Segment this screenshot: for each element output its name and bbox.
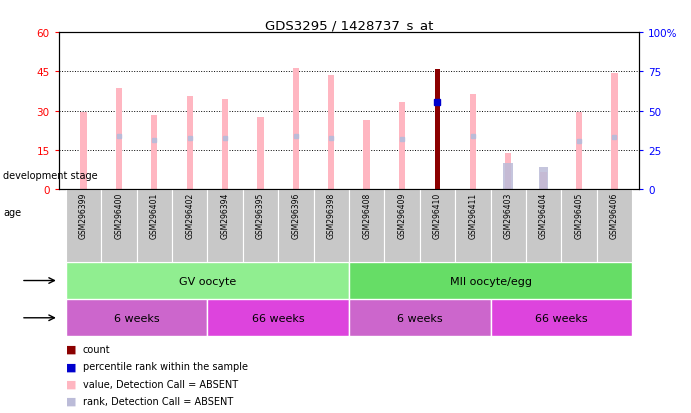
Bar <box>207 299 349 337</box>
Text: MII oocyte/egg: MII oocyte/egg <box>450 276 531 286</box>
Bar <box>243 190 278 262</box>
Bar <box>435 70 440 190</box>
Text: GSM296403: GSM296403 <box>504 192 513 238</box>
Bar <box>491 190 526 262</box>
Bar <box>539 168 549 190</box>
Bar <box>399 102 405 190</box>
Text: value, Detection Call = ABSENT: value, Detection Call = ABSENT <box>83 379 238 389</box>
Text: ■: ■ <box>66 379 76 389</box>
Bar <box>257 118 264 190</box>
Text: GSM296400: GSM296400 <box>115 192 124 238</box>
Text: GSM296409: GSM296409 <box>397 192 406 238</box>
Bar <box>491 299 632 337</box>
Bar <box>576 113 583 190</box>
Bar <box>384 190 419 262</box>
Text: GSM296401: GSM296401 <box>150 192 159 238</box>
Text: 6 weeks: 6 weeks <box>397 313 442 323</box>
Bar <box>505 153 511 190</box>
Bar <box>455 190 491 262</box>
Text: count: count <box>83 344 111 354</box>
Bar <box>597 190 632 262</box>
Bar <box>504 164 513 190</box>
Text: GSM296395: GSM296395 <box>256 192 265 238</box>
Bar <box>349 299 491 337</box>
Bar <box>540 173 547 190</box>
Text: GSM296394: GSM296394 <box>220 192 229 238</box>
Bar <box>172 190 207 262</box>
Bar <box>328 76 334 190</box>
Text: GSM296396: GSM296396 <box>292 192 301 238</box>
Text: 66 weeks: 66 weeks <box>252 313 305 323</box>
Text: age: age <box>3 208 21 218</box>
Text: rank, Detection Call = ABSENT: rank, Detection Call = ABSENT <box>83 396 233 406</box>
Text: 66 weeks: 66 weeks <box>535 313 587 323</box>
Bar <box>187 97 193 190</box>
Text: GSM296408: GSM296408 <box>362 192 371 238</box>
Text: ■: ■ <box>66 344 76 354</box>
Bar <box>293 68 299 190</box>
Bar <box>137 190 172 262</box>
Text: GSM296398: GSM296398 <box>327 192 336 238</box>
Bar <box>66 262 349 299</box>
Bar <box>314 190 349 262</box>
Bar <box>470 95 476 190</box>
Text: GSM296410: GSM296410 <box>433 192 442 238</box>
Bar <box>115 89 122 190</box>
Text: GSM296404: GSM296404 <box>539 192 548 238</box>
Text: percentile rank within the sample: percentile rank within the sample <box>83 361 248 371</box>
Bar <box>101 190 137 262</box>
Bar <box>66 299 207 337</box>
Title: GDS3295 / 1428737_s_at: GDS3295 / 1428737_s_at <box>265 19 433 32</box>
Text: 6 weeks: 6 weeks <box>114 313 160 323</box>
Text: GSM296406: GSM296406 <box>610 192 619 238</box>
Bar <box>207 190 243 262</box>
Text: GSM296402: GSM296402 <box>185 192 194 238</box>
Text: ■: ■ <box>66 396 76 406</box>
Bar <box>151 115 158 190</box>
Text: GV oocyte: GV oocyte <box>179 276 236 286</box>
Bar <box>349 262 632 299</box>
Bar <box>561 190 597 262</box>
Text: GSM296399: GSM296399 <box>79 192 88 238</box>
Bar <box>222 100 228 190</box>
Text: GSM296411: GSM296411 <box>468 192 477 238</box>
Bar <box>363 121 370 190</box>
Text: development stage: development stage <box>3 171 98 180</box>
Bar <box>349 190 384 262</box>
Bar <box>278 190 314 262</box>
Text: ■: ■ <box>66 361 76 371</box>
Text: GSM296405: GSM296405 <box>574 192 583 238</box>
Bar <box>66 190 101 262</box>
Bar <box>80 113 86 190</box>
Bar <box>526 190 561 262</box>
Bar <box>612 74 618 190</box>
Bar <box>419 190 455 262</box>
